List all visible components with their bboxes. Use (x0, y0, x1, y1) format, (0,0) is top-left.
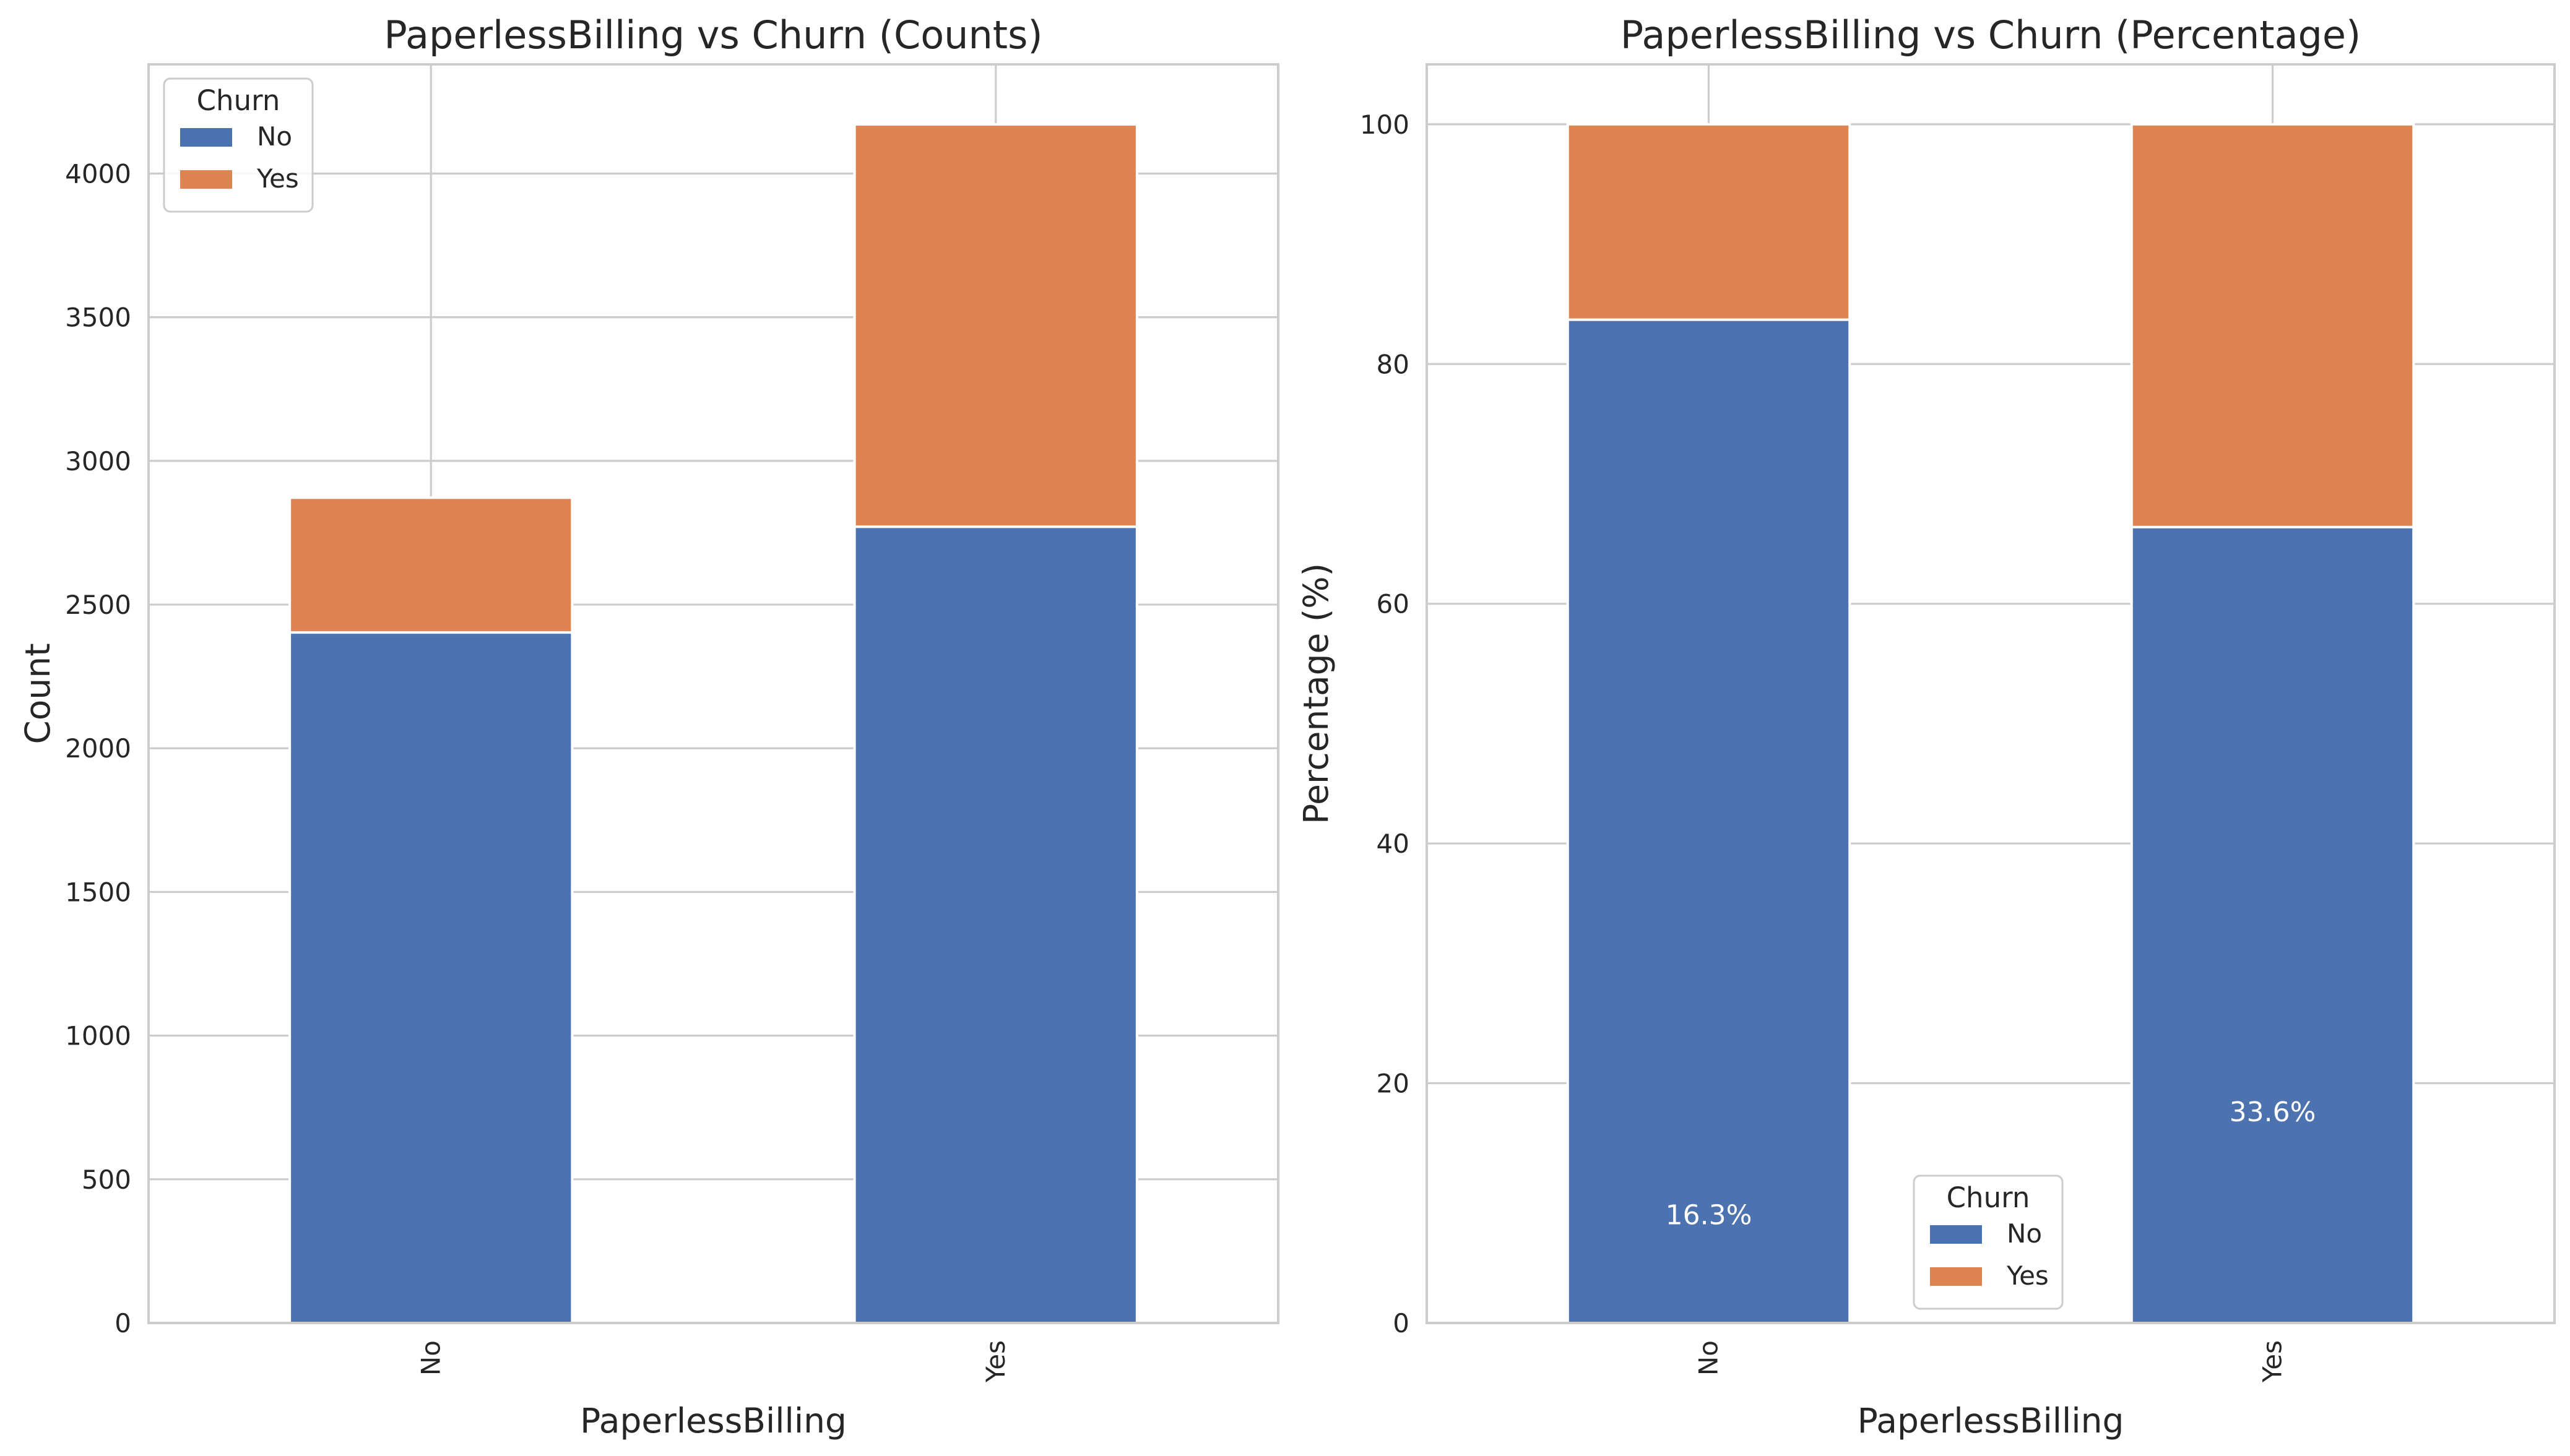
y-tick-label: 2000 (65, 733, 131, 764)
legend-title: Churn (1947, 1181, 2030, 1214)
y-tick-label: 40 (1377, 829, 1409, 859)
legend-label: No (2007, 1218, 2042, 1249)
data-label: 16.3% (1666, 1200, 1752, 1231)
y-tick-label: 3500 (65, 303, 131, 333)
legend-label: Yes (2006, 1260, 2049, 1291)
legend-title: Churn (197, 84, 280, 117)
y-tick-label: 4000 (65, 158, 131, 189)
y-tick-label: 3000 (65, 446, 131, 476)
legend-swatch-no (180, 128, 232, 147)
panel-counts: 0 500 1000 1500 2000 2500 3000 3500 4000 No Yes Pap… (18, 12, 1279, 1441)
legend-swatch-yes (180, 170, 232, 189)
x-tick-label: No (1694, 1340, 1724, 1376)
chart-title: PaperlessBilling vs Churn (Percentage) (1620, 12, 2361, 58)
y-tick-label: 500 (82, 1165, 131, 1195)
legend-label: No (257, 121, 292, 152)
bar-no-yes (288, 496, 574, 634)
y-tick-label: 0 (115, 1308, 131, 1338)
legend-swatch-no (1930, 1225, 1982, 1244)
x-tick-label: Yes (2257, 1340, 2288, 1383)
data-label: 33.6% (2230, 1096, 2316, 1128)
bar-no-yes (1566, 123, 1851, 321)
y-axis-label: Count (18, 643, 58, 744)
x-axis-label: PaperlessBilling (1858, 1401, 2124, 1441)
legend: Churn No Yes (1913, 1174, 2064, 1310)
bar-yes-yes (2130, 123, 2415, 528)
bar-yes-no (2130, 525, 2415, 1324)
bar-no-no (1566, 318, 1851, 1324)
y-tick-label: 0 (1393, 1308, 1409, 1338)
y-tick-label: 100 (1360, 110, 1409, 140)
plot-frame (1426, 63, 2556, 1324)
y-tick-label: 1000 (65, 1021, 131, 1051)
bar-yes-yes (853, 123, 1138, 528)
y-tick-label: 1500 (65, 877, 131, 907)
x-tick-label: Yes (980, 1340, 1011, 1383)
y-tick-label: 80 (1377, 349, 1409, 379)
x-tick-label: No (415, 1340, 446, 1376)
bar-yes-no (853, 525, 1138, 1325)
panel-percentage: 0 20 40 60 80 100 No Yes PaperlessBilling vs Chu… (1296, 12, 2556, 1441)
bar-no-no (288, 631, 574, 1324)
legend-label: Yes (256, 163, 299, 194)
y-tick-label: 2500 (65, 590, 131, 620)
legend-swatch-yes (1930, 1267, 1982, 1286)
chart-title: PaperlessBilling vs Churn (Counts) (384, 12, 1042, 58)
plot-frame (147, 63, 1279, 1324)
y-tick-label: 60 (1377, 589, 1409, 619)
x-axis-label: PaperlessBilling (580, 1401, 847, 1441)
y-tick-label: 20 (1377, 1069, 1409, 1099)
legend: Churn No Yes (163, 77, 314, 213)
y-axis-label: Percentage (%) (1296, 563, 1336, 824)
